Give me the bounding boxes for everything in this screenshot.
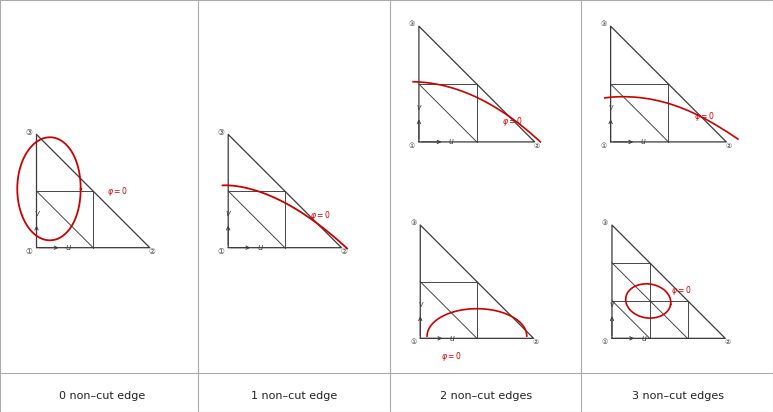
Text: ①: ① [408,143,415,149]
Text: u: u [450,334,455,343]
Text: u: u [66,243,71,252]
Text: 0 non–cut edge: 0 non–cut edge [60,391,145,400]
Text: ②: ② [724,339,730,345]
Text: v: v [226,209,230,218]
Text: ③: ③ [26,128,32,137]
Text: u: u [642,334,646,343]
Text: 1 non–cut edge: 1 non–cut edge [251,391,337,400]
Text: ②: ② [148,247,155,256]
Text: $\varphi = 0$: $\varphi = 0$ [310,209,331,222]
Text: ③: ③ [600,21,607,27]
Text: ①: ① [410,339,416,345]
Text: u: u [257,243,263,252]
Text: u: u [641,138,645,146]
Text: $\varphi = 0$: $\varphi = 0$ [694,110,715,123]
Text: ②: ② [533,339,539,345]
Text: ①: ① [26,247,32,256]
Text: ②: ② [725,143,731,149]
Text: ③: ③ [218,128,224,137]
Text: ①: ① [601,339,608,345]
Text: 3 non–cut edges: 3 non–cut edges [632,391,724,400]
Text: u: u [449,138,454,146]
Text: $\varphi = 0$: $\varphi = 0$ [107,185,128,198]
Text: ①: ① [600,143,607,149]
Text: $\varphi = 0$: $\varphi = 0$ [502,115,523,128]
Text: ①: ① [218,247,224,256]
Text: v: v [608,103,613,112]
Text: $\varphi = 0$: $\varphi = 0$ [671,284,692,297]
Text: v: v [34,209,39,218]
Text: v: v [610,300,615,309]
Text: ③: ③ [408,21,415,27]
Text: ②: ② [533,143,540,149]
Text: ③: ③ [601,220,608,226]
Text: v: v [417,103,421,112]
Text: ②: ② [340,247,347,256]
Text: ③: ③ [410,220,416,226]
Text: 2 non–cut edges: 2 non–cut edges [440,391,532,400]
Text: $\varphi = 0$: $\varphi = 0$ [441,350,461,363]
Text: v: v [418,300,423,309]
